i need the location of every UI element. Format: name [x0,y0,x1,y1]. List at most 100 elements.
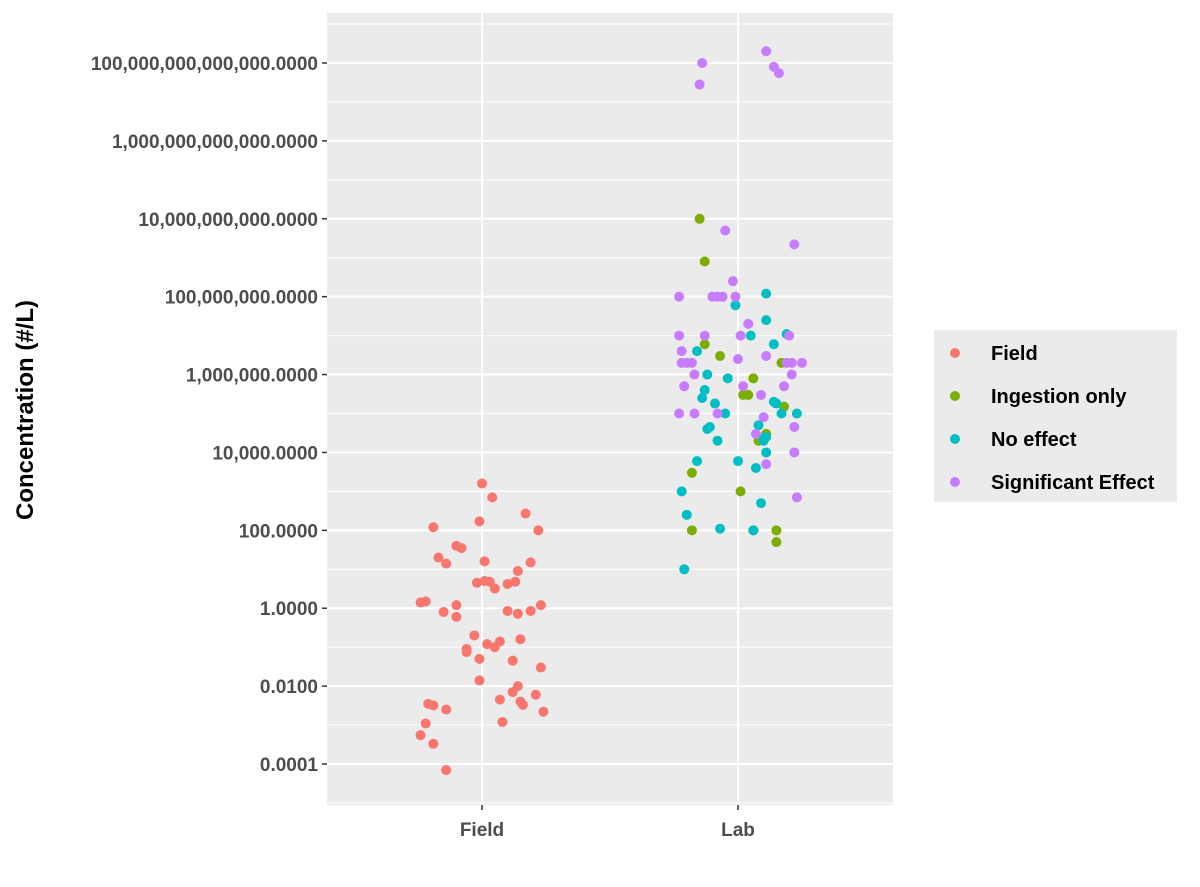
data-point [699,339,710,350]
legend-label: Field [991,343,1038,365]
data-point [786,357,797,368]
data-point [686,525,697,536]
data-point [697,393,708,404]
data-point [730,291,741,302]
data-point [784,330,795,341]
data-point [738,381,749,392]
data-point [520,508,531,519]
data-point [756,389,767,400]
data-point [679,381,690,392]
data-point [717,291,728,302]
data-point [502,578,513,589]
x-tick-label: Lab [721,820,755,841]
data-point [761,315,772,326]
data-point [750,462,761,473]
data-points [415,46,807,776]
data-point [474,675,485,686]
data-point [715,350,726,361]
data-point [779,381,790,392]
data-point [451,611,462,622]
data-point [753,420,764,431]
data-point [694,213,705,224]
data-point [420,596,431,607]
data-point [676,486,687,497]
data-point [735,486,746,497]
data-point [720,225,731,236]
legend: Field Ingestion only No effect Significant … [934,330,1177,502]
data-point [477,478,487,489]
y-axis-title: Concentration (#/L) [12,300,39,520]
data-point [761,350,772,361]
data-point [469,630,480,641]
data-point [786,369,797,380]
grid-major [327,13,893,805]
data-point [441,704,452,715]
data-point [761,447,772,458]
data-point [494,636,505,647]
data-point [510,576,521,587]
data-point [428,522,439,533]
data-point [686,467,697,478]
data-point [748,525,759,536]
y-tick-label: 10,000,000,000.0000 [138,210,318,231]
data-point [722,373,733,384]
data-point [533,525,544,536]
data-point [525,605,536,616]
data-point [674,330,685,341]
data-point [704,422,715,433]
data-point [530,689,541,700]
y-tick-label: 100.0000 [239,521,318,542]
data-point [438,606,449,617]
data-point [758,412,769,423]
data-point [525,557,536,568]
y-tick-label: 100,000,000.0000 [165,288,318,309]
data-point [482,639,493,650]
data-point [789,447,800,458]
data-point [471,577,482,588]
legend-key [950,348,960,358]
data-point [507,655,518,666]
legend-key [950,477,960,487]
data-point [517,699,528,710]
data-point [761,431,772,442]
data-point [494,694,505,705]
data-point [512,566,523,577]
data-point [768,339,779,350]
data-point [715,523,726,534]
data-point [474,653,485,664]
data-point [743,389,754,400]
data-point [489,583,500,594]
data-point [735,330,746,341]
data-point [797,357,807,368]
data-point [733,354,743,365]
data-point [441,765,452,776]
data-point [727,276,738,287]
data-point [761,288,772,299]
data-point [776,408,787,419]
y-tick-label: 1,000,000.0000 [186,366,318,387]
y-tick-label: 1,000,000,000,000.0000 [112,132,318,153]
x-tick-label: Field [460,820,504,841]
data-point [515,634,526,645]
data-point [451,600,462,611]
data-point [681,509,692,520]
y-tick-label: 1.0000 [260,599,318,620]
data-point [692,456,703,467]
data-point [730,300,741,311]
data-point [702,369,713,380]
data-point [699,256,710,267]
data-point [748,373,759,384]
grid-minor [327,23,893,804]
y-tick-label: 10,000.0000 [212,443,318,464]
data-point [699,330,710,341]
data-point [689,408,700,419]
data-point [535,662,546,673]
data-point [441,558,452,569]
data-point [709,398,720,409]
data-point [433,552,444,563]
data-point [507,687,518,698]
data-point [474,516,485,527]
data-point [674,291,685,302]
data-point [479,556,490,567]
